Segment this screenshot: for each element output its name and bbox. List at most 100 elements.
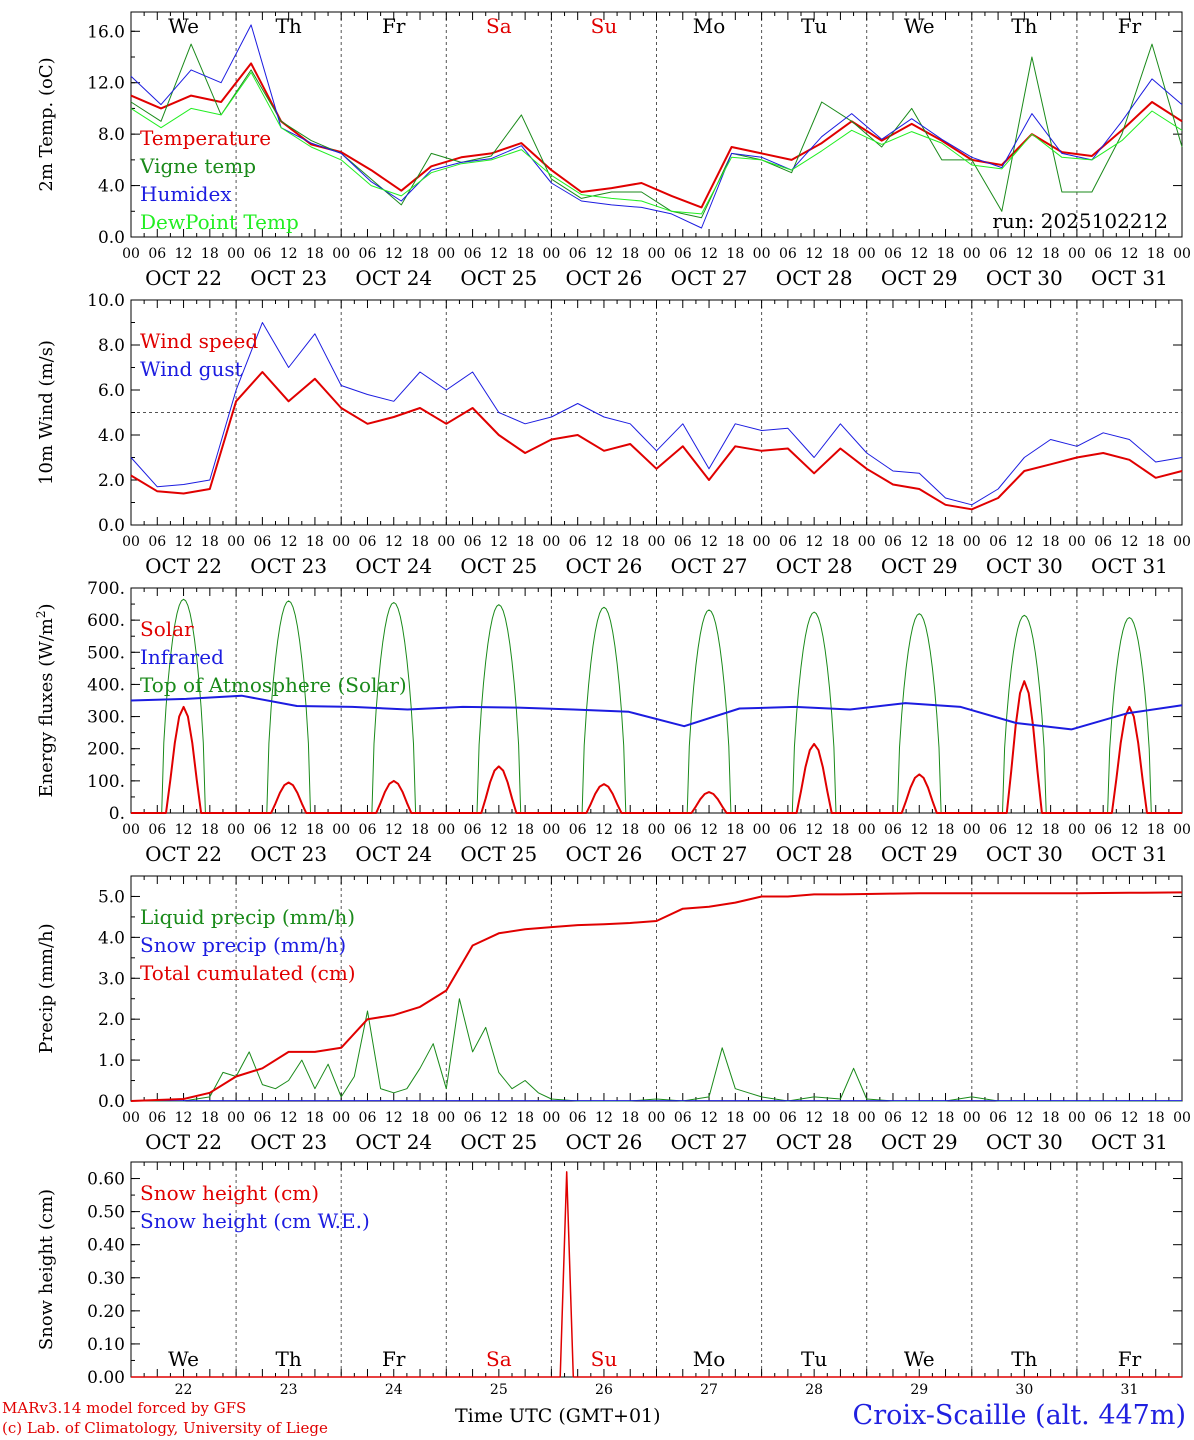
precip-hour-label: 00 (753, 1110, 771, 1126)
precip-y-tick-label: 1.0 (98, 1051, 125, 1071)
wind-hour-label: 12 (385, 534, 403, 550)
wind-hour-label: 12 (805, 534, 823, 550)
wind-date-label: OCT 27 (671, 554, 748, 578)
precip-y-tick-label: 3.0 (98, 969, 125, 989)
temperature-hour-label: 18 (726, 246, 744, 262)
energy-date-label: OCT 27 (671, 842, 748, 866)
wind-hour-label: 12 (280, 534, 298, 550)
energy-hour-label: 00 (542, 822, 560, 838)
snow-day-label: Fr (1118, 1347, 1142, 1371)
wind-date-label: OCT 26 (566, 554, 643, 578)
temperature-hour-label: 06 (884, 246, 902, 262)
day-label: Th (276, 14, 302, 38)
wind-hour-label: 00 (227, 534, 245, 550)
temperature-hour-label: 00 (1173, 246, 1191, 262)
wind-y-tick-label: 2.0 (98, 471, 125, 491)
energy-hour-label: 12 (1121, 822, 1139, 838)
day-label: Fr (1118, 14, 1142, 38)
wind-legend-entry: Wind gust (140, 357, 243, 381)
temperature-y-tick-label: 0.0 (98, 228, 125, 248)
temperature-hour-label: 06 (1094, 246, 1112, 262)
energy-date-label: OCT 23 (250, 842, 327, 866)
temperature-legend-entry: Vigne temp (139, 154, 256, 178)
precip-hour-label: 00 (648, 1110, 666, 1126)
temperature-hour-label: 18 (621, 246, 639, 262)
snow-y-tick-label: 0.60 (87, 1170, 125, 1190)
precip-hour-label: 12 (280, 1110, 298, 1126)
wind-hour-label: 18 (411, 534, 429, 550)
wind-hour-label: 12 (490, 534, 508, 550)
precip-hour-label: 18 (306, 1110, 324, 1126)
day-number-label: 27 (700, 1382, 718, 1398)
energy-y-tick-label: 500. (87, 643, 125, 663)
energy-y-tick-label: 300. (87, 708, 125, 728)
temperature-hour-label: 00 (542, 246, 560, 262)
energy-hour-label: 06 (253, 822, 271, 838)
wind-y-axis-label: 10m Wind (m/s) (36, 340, 57, 485)
energy-hour-label: 00 (648, 822, 666, 838)
day-number-label: 30 (1015, 1382, 1033, 1398)
snow-legend-entry: Snow height (cm) (140, 1181, 319, 1205)
energy-y-axis-label: Energy fluxes (W/m2) (34, 603, 57, 797)
temperature-hour-label: 18 (1042, 246, 1060, 262)
precip-date-label: OCT 27 (671, 1130, 748, 1154)
energy-y-tick-label: 600. (87, 611, 125, 631)
wind-hour-label: 00 (437, 534, 455, 550)
energy-hour-label: 00 (227, 822, 245, 838)
cumulated-precip-line (130, 891, 1183, 1102)
snow-y-tick-label: 0.20 (87, 1302, 125, 1322)
energy-hour-label: 06 (148, 822, 166, 838)
precip-hour-label: 06 (253, 1110, 271, 1126)
temperature-hour-label: 12 (1121, 246, 1139, 262)
day-label: Tu (801, 14, 827, 38)
wind-date-label: OCT 25 (460, 554, 537, 578)
wind-hour-label: 00 (858, 534, 876, 550)
precip-date-label: OCT 28 (776, 1130, 853, 1154)
precip-date-label: OCT 26 (566, 1130, 643, 1154)
precip-date-label: OCT 25 (460, 1130, 537, 1154)
precip-hour-label: 12 (490, 1110, 508, 1126)
temperature-hour-label: 00 (437, 246, 455, 262)
infrared-line (130, 694, 1183, 731)
temperature-y-tick-label: 12.0 (87, 74, 125, 94)
temperature-hour-label: 12 (700, 246, 718, 262)
energy-y-tick-label: 400. (87, 675, 125, 695)
wind-hour-label: 06 (148, 534, 166, 550)
wind-date-label: OCT 28 (776, 554, 853, 578)
temperature-hour-label: 18 (306, 246, 324, 262)
energy-hour-label: 06 (779, 822, 797, 838)
snow-y-tick-label: 0.50 (87, 1203, 125, 1223)
temperature-hour-label: 06 (674, 246, 692, 262)
temperature-hour-label: 00 (858, 246, 876, 262)
wind-hour-label: 06 (779, 534, 797, 550)
wind-hour-label: 00 (332, 534, 350, 550)
precip-hour-label: 12 (805, 1110, 823, 1126)
snow-day-label: Mo (693, 1347, 726, 1371)
precip-date-label: OCT 30 (986, 1130, 1063, 1154)
temperature-hour-label: 12 (595, 246, 613, 262)
temperature-hour-label: 00 (122, 246, 140, 262)
energy-date-label: OCT 30 (986, 842, 1063, 866)
wind-hour-label: 12 (175, 534, 193, 550)
temperature-y-tick-label: 4.0 (98, 177, 125, 197)
precip-date-label: OCT 24 (355, 1130, 432, 1154)
precip-hour-label: 18 (832, 1110, 850, 1126)
energy-hour-label: 12 (490, 822, 508, 838)
temperature-hour-label: 12 (385, 246, 403, 262)
energy-frame (130, 587, 1183, 814)
wind-hour-label: 06 (674, 534, 692, 550)
snow-y-axis-label: Snow height (cm) (36, 1189, 57, 1350)
precip-date-label: OCT 29 (881, 1130, 958, 1154)
snow-day-label: Th (276, 1347, 302, 1371)
precip-hour-label: 06 (779, 1110, 797, 1126)
precip-hour-label: 12 (700, 1110, 718, 1126)
energy-y-tick-label: 100. (87, 772, 125, 792)
day-number-label: 28 (805, 1382, 823, 1398)
snow-y-tick-label: 0.10 (87, 1335, 125, 1355)
wind-date-label: OCT 22 (145, 554, 222, 578)
temperature-hour-label: 12 (280, 246, 298, 262)
snow-day-label: Sa (486, 1347, 512, 1371)
precip-legend-entry: Total cumulated (cm) (140, 961, 356, 985)
wind-hour-label: 00 (753, 534, 771, 550)
energy-hour-label: 18 (726, 822, 744, 838)
